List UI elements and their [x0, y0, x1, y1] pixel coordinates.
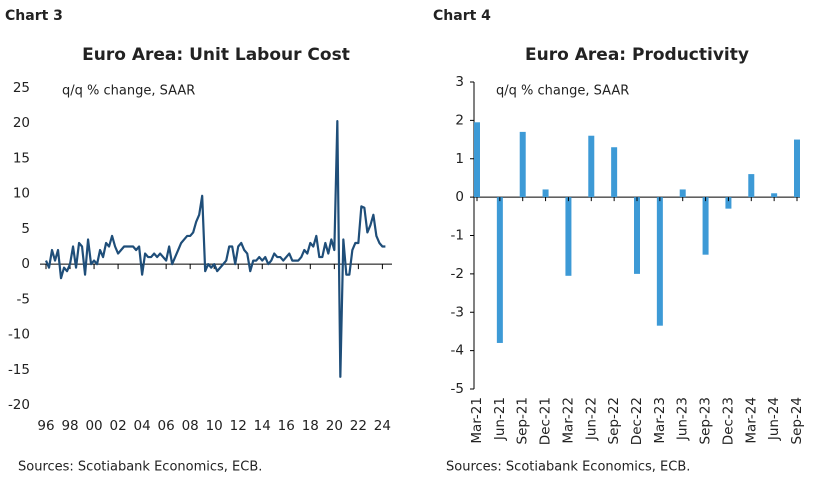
x-tick-label: Mar-24 — [743, 397, 759, 444]
x-tick-label: 18 — [302, 418, 319, 434]
x-tick-label: Sep-24 — [789, 397, 805, 445]
x-tick-label: Mar-22 — [560, 397, 576, 444]
chart-label: Chart 3 — [5, 8, 63, 24]
x-tick-label: Jun-22 — [583, 397, 599, 441]
x-tick-label: 24 — [374, 418, 391, 434]
x-tick-label: 20 — [326, 418, 343, 434]
bar — [794, 139, 800, 198]
y-tick-label: 0 — [455, 189, 464, 205]
source: Sources: Scotiabank Economics, ECB. — [446, 460, 690, 475]
source: Sources: Scotiabank Economics, ECB. — [18, 460, 262, 475]
x-tick-label: Jun-24 — [766, 397, 782, 441]
y-tick-label: 5 — [21, 221, 30, 237]
x-tick-label: Sep-22 — [606, 397, 622, 445]
x-tick-label: Dec-22 — [629, 397, 645, 445]
x-tick-label: 00 — [85, 418, 102, 434]
x-tick-label: 22 — [350, 418, 367, 434]
bar — [611, 147, 618, 198]
y-tick-label: -5 — [451, 381, 464, 397]
x-tick-label: 98 — [61, 418, 78, 434]
bar — [679, 189, 686, 198]
chart-label: Chart 4 — [433, 8, 491, 24]
x-tick-label: 04 — [134, 418, 151, 434]
y-tick-label: 10 — [13, 186, 30, 202]
bar — [702, 197, 709, 255]
bar — [725, 197, 732, 209]
x-tick-label: 16 — [278, 418, 295, 434]
x-tick-label: 08 — [182, 418, 199, 434]
y-tick-label: 2 — [455, 112, 464, 128]
bar — [656, 197, 663, 326]
bar — [565, 197, 572, 276]
x-tick-label: Sep-21 — [515, 397, 531, 445]
x-tick-label: Dec-21 — [538, 397, 554, 445]
x-tick-label: Jun-23 — [675, 397, 691, 441]
x-tick-label: Jun-21 — [492, 397, 508, 441]
bar — [634, 197, 640, 274]
y-tick-label: 3 — [455, 74, 464, 90]
x-tick-label: 14 — [254, 418, 271, 434]
x-tick-label: Mar-21 — [469, 397, 485, 444]
bar — [542, 189, 549, 198]
x-tick-label: 96 — [37, 418, 54, 434]
bar — [771, 193, 778, 198]
y-tick-label: 20 — [13, 115, 30, 131]
y-tick-label: -2 — [451, 266, 464, 282]
x-tick-label: Mar-23 — [652, 397, 668, 444]
bar — [519, 131, 526, 198]
y-tick-label: -4 — [451, 343, 464, 359]
x-tick-label: 06 — [158, 418, 175, 434]
y-tick-label: -1 — [451, 228, 464, 244]
chart-title: Euro Area: Unit Labour Cost — [82, 45, 350, 65]
y-tick-label: -3 — [451, 304, 464, 320]
subtitle: q/q % change, SAAR — [496, 84, 629, 99]
data-line — [44, 120, 386, 378]
x-tick-label: 02 — [109, 418, 126, 434]
bar — [496, 197, 503, 343]
bar — [474, 122, 480, 198]
y-tick-label: -15 — [8, 362, 30, 378]
chart-title: Euro Area: Productivity — [525, 45, 749, 65]
y-tick-label: 0 — [21, 256, 30, 272]
y-tick-label: 1 — [455, 151, 464, 167]
subtitle: q/q % change, SAAR — [62, 84, 195, 99]
y-tick-label: 15 — [13, 150, 30, 166]
y-tick-label: -5 — [17, 291, 30, 307]
x-tick-label: Sep-23 — [698, 397, 714, 445]
y-tick-label: -20 — [8, 397, 30, 413]
y-tick-label: -10 — [8, 327, 30, 343]
x-tick-label: 10 — [206, 418, 223, 434]
y-tick-label: 25 — [13, 80, 30, 96]
x-tick-label: 12 — [230, 418, 247, 434]
bar — [748, 174, 755, 198]
x-tick-label: Dec-23 — [720, 397, 736, 445]
bar — [588, 135, 595, 198]
